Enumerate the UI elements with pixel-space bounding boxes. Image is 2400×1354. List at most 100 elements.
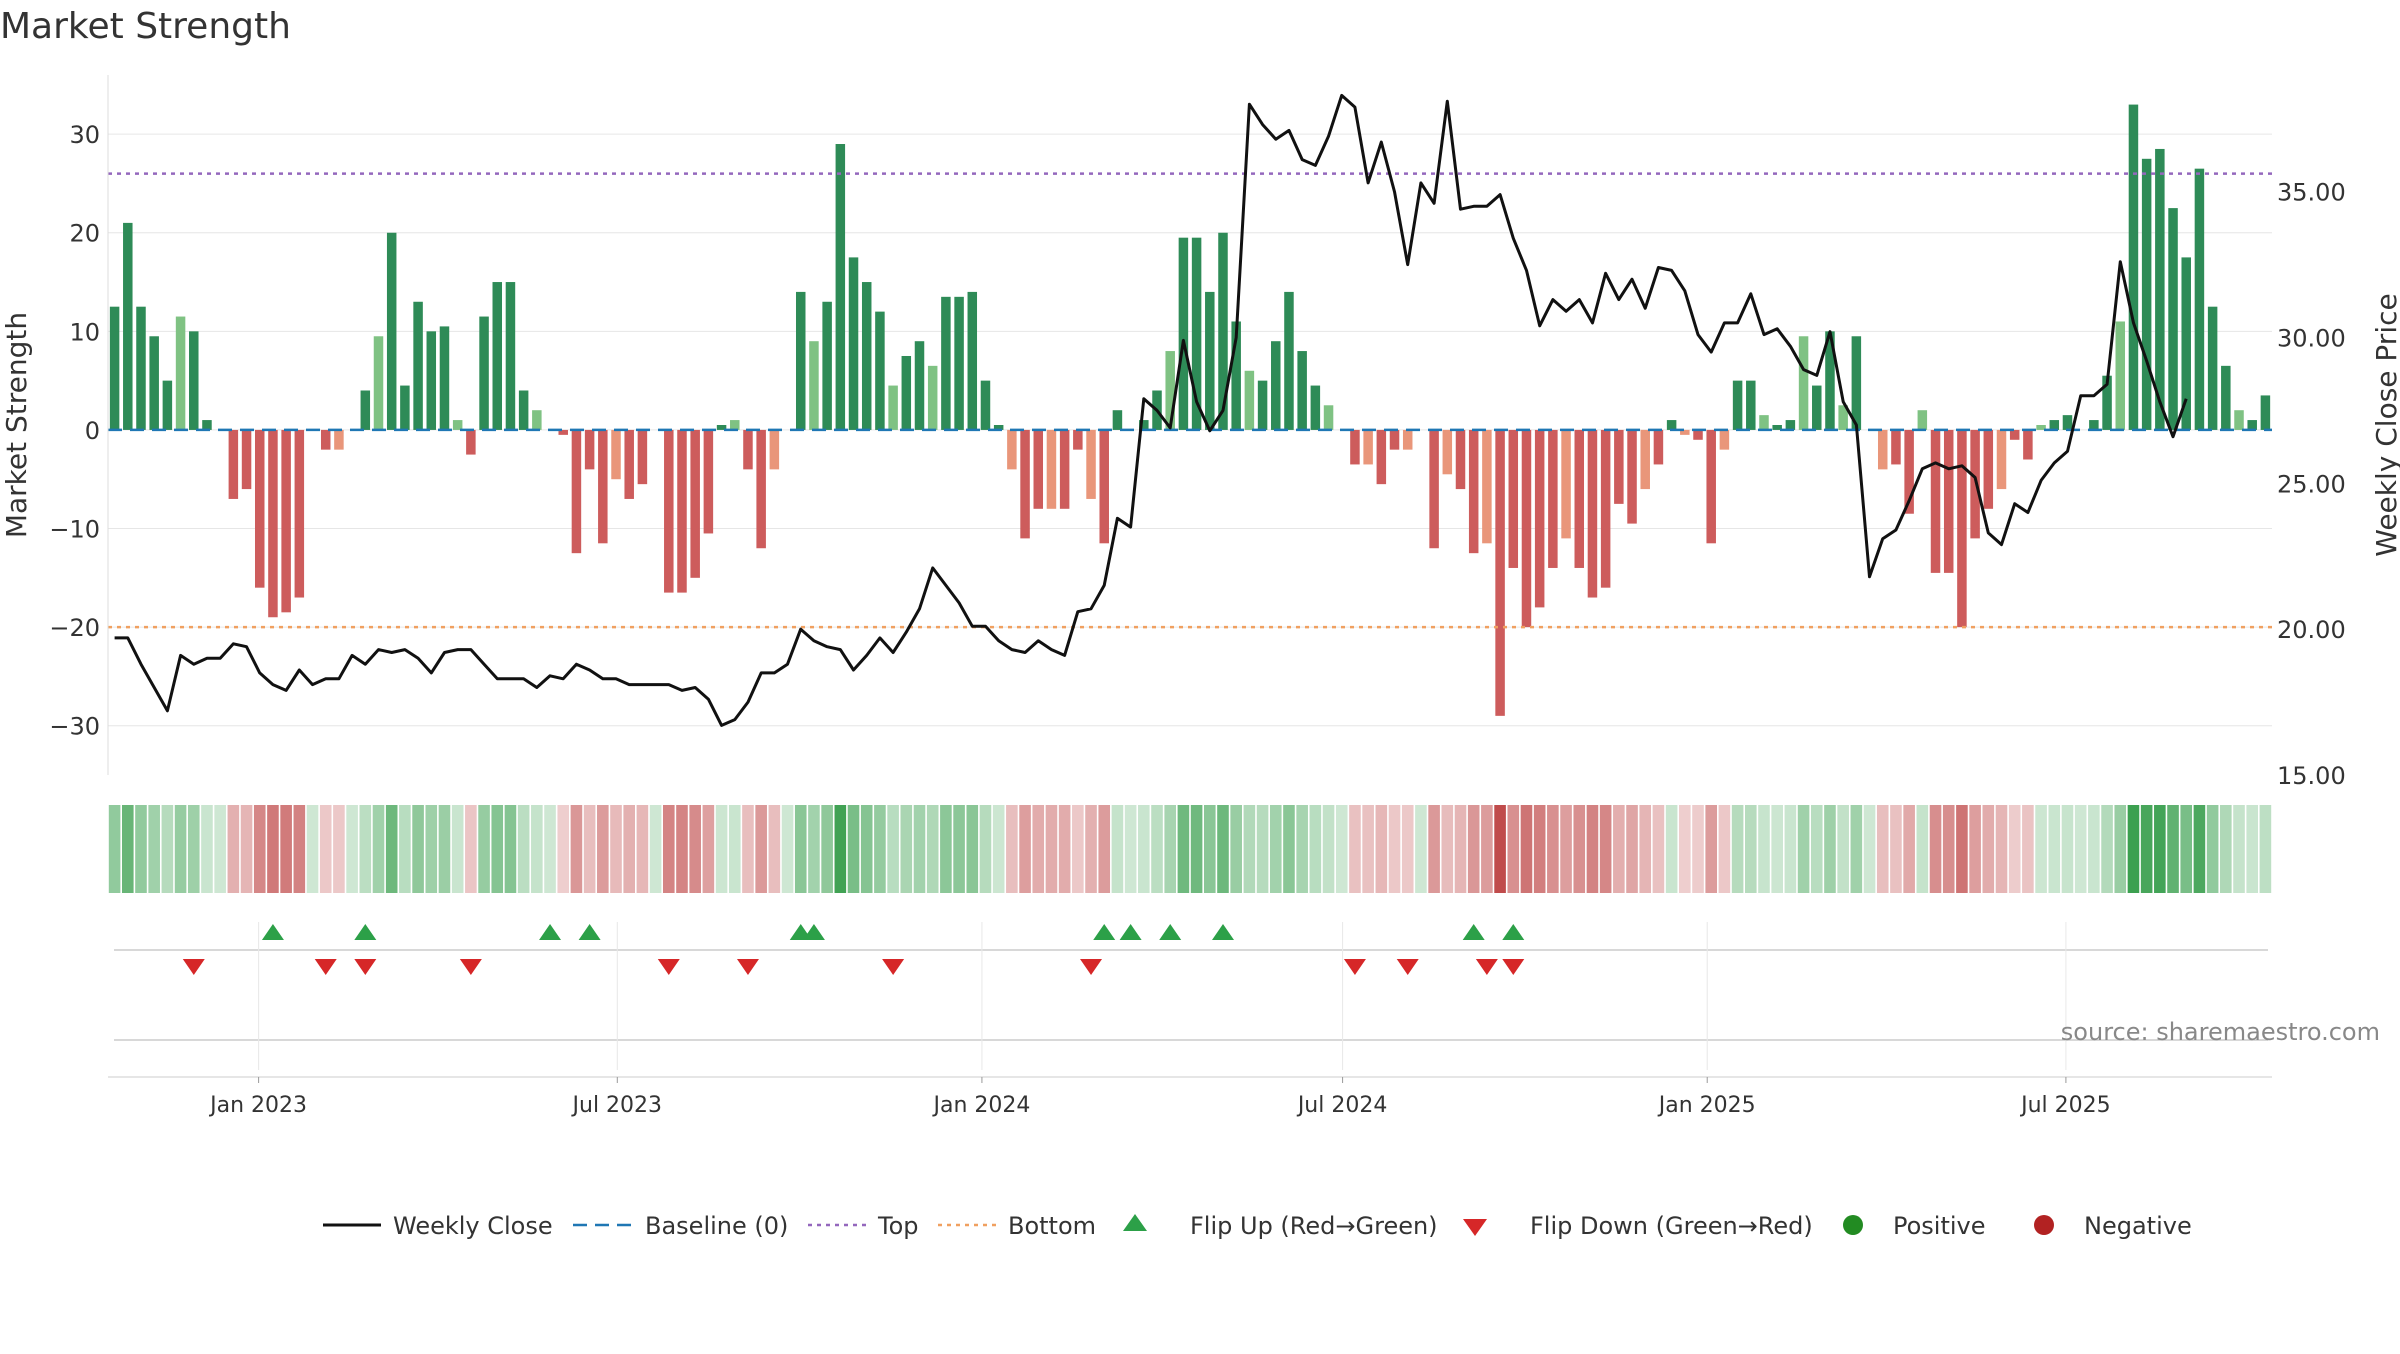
- heat-cell: [1929, 805, 1942, 893]
- strength-bar: [492, 282, 503, 430]
- legend-label: Negative: [2084, 1212, 2192, 1240]
- strength-bar: [1350, 429, 1360, 465]
- strength-bar: [1363, 429, 1373, 465]
- heat-cell: [2220, 805, 2232, 893]
- legend-label: Weekly Close: [393, 1212, 553, 1240]
- y-tick-label: 0: [85, 417, 100, 445]
- heat-cell: [1639, 805, 1652, 893]
- strength-bar: [2128, 104, 2139, 430]
- heat-cell: [2088, 805, 2100, 893]
- heat-cell: [1190, 805, 1203, 893]
- heat-cell: [1692, 805, 1704, 893]
- heat-cell: [1494, 805, 1506, 893]
- strength-bar: [1442, 429, 1453, 475]
- strength-bar: [268, 429, 278, 618]
- heat-cell: [1309, 805, 1322, 893]
- heat-cell: [583, 805, 596, 893]
- x-tick-label: Jul 2025: [2019, 1093, 2111, 1118]
- strength-bar: [637, 429, 648, 485]
- strength-bar: [993, 425, 1004, 430]
- x-tick-label: Jan 2025: [1657, 1093, 1756, 1118]
- heat-cell: [702, 805, 715, 893]
- heat-cell: [1995, 805, 2008, 893]
- heat-cell: [2127, 805, 2140, 893]
- heat-cell: [1586, 805, 1599, 893]
- strength-bar: [1495, 429, 1505, 716]
- heat-cell: [1269, 805, 1282, 893]
- strength-bar: [967, 291, 978, 430]
- heat-cell: [1573, 805, 1586, 893]
- heat-cell: [1006, 805, 1018, 893]
- strength-bar: [334, 429, 344, 450]
- strength-bar: [1033, 429, 1044, 509]
- heat-cell: [1876, 805, 1889, 893]
- heat-cell: [821, 805, 833, 893]
- heat-cell: [267, 805, 279, 893]
- heat-cell: [1956, 805, 1968, 893]
- strength-bar: [1785, 420, 1796, 430]
- strength-bar: [690, 429, 700, 578]
- reference-lines: [108, 172, 2272, 629]
- strength-bar: [479, 316, 489, 430]
- heat-cell: [227, 805, 240, 893]
- heat-cell: [1758, 805, 1770, 893]
- strength-bar: [914, 341, 925, 430]
- heat-cell: [1679, 805, 1691, 893]
- heat-cell: [1837, 805, 1849, 893]
- flip-down-marker: [1080, 959, 1103, 975]
- heat-cell: [2140, 805, 2153, 893]
- strength-bar: [254, 429, 265, 588]
- strength-bar: [2049, 420, 2060, 430]
- heat-cell: [465, 805, 477, 893]
- heat-cell: [610, 805, 622, 893]
- heat-cell: [768, 805, 781, 893]
- legend-swatch: [1843, 1215, 1863, 1235]
- strength-bar: [1482, 429, 1492, 544]
- heat-cell: [1164, 805, 1177, 893]
- strength-bar: [2036, 425, 2046, 430]
- heat-cell: [1428, 805, 1440, 893]
- heat-cell: [372, 805, 385, 893]
- heat-cell: [808, 805, 820, 893]
- heat-cell: [1138, 805, 1150, 893]
- heat-cell: [1652, 805, 1665, 893]
- strength-bar: [1812, 385, 1822, 430]
- strength-bar: [1600, 429, 1611, 588]
- heat-cell: [2114, 805, 2127, 893]
- heat-cell: [1349, 805, 1361, 893]
- y2-tick-label: 30.00: [2277, 325, 2346, 353]
- strength-bar: [1139, 420, 1149, 430]
- legend-item: Flip Down (Green→Red): [1463, 1212, 1813, 1240]
- heat-cell: [1283, 805, 1295, 893]
- heat-cell: [504, 805, 517, 893]
- strength-bar: [769, 429, 780, 470]
- strength-bar: [1455, 429, 1466, 490]
- heat-cell: [399, 805, 411, 893]
- strength-bar: [848, 257, 859, 430]
- heat-cell: [1744, 805, 1757, 893]
- strength-bar: [2194, 168, 2205, 430]
- heat-cell: [1982, 805, 1995, 893]
- strength-bar: [241, 429, 252, 490]
- heat-cell: [2233, 805, 2245, 893]
- heat-cell: [1111, 805, 1124, 893]
- flip-up-marker: [1211, 924, 1234, 940]
- strength-bar: [360, 390, 371, 430]
- heat-cell: [1533, 805, 1546, 893]
- strength-bar: [941, 296, 951, 430]
- heat-cell: [1705, 805, 1718, 893]
- heat-cell: [676, 805, 688, 893]
- heat-cell: [2154, 805, 2166, 893]
- flip-down-marker: [354, 959, 377, 975]
- strength-bar: [1086, 429, 1096, 499]
- strength-bar: [1112, 410, 1123, 430]
- legend-label: Baseline (0): [645, 1212, 788, 1240]
- heat-cell: [1217, 805, 1229, 893]
- heat-cell: [240, 805, 253, 893]
- strength-bar: [1548, 429, 1558, 568]
- heat-cell: [913, 805, 926, 893]
- axes-layer: 30 20 10 0 −10 −20 −30 35.00 30.00 25.00 20.00 15.0…: [0, 75, 2400, 790]
- strength-bar: [1059, 429, 1070, 509]
- strength-bar: [1957, 429, 1967, 628]
- strength-bar: [228, 429, 239, 499]
